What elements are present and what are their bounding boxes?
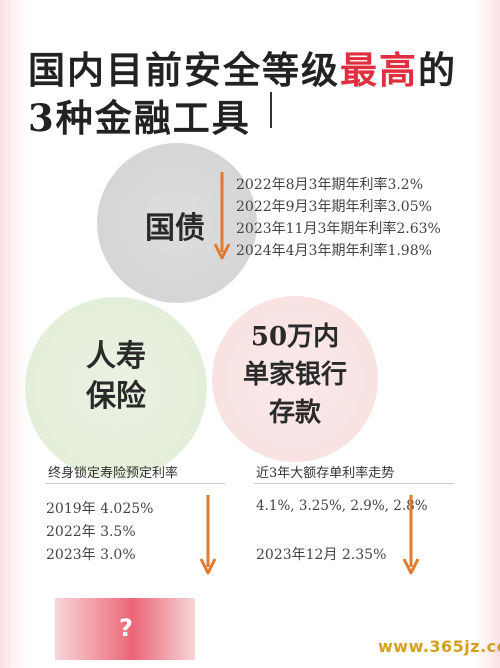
insurance-rate-3: 2023年 3.0% bbox=[46, 547, 136, 563]
insurance-rate-heading: 终身锁定寿险预定利率 bbox=[48, 466, 179, 481]
page-title-line-1: 国内目前安全等级最高的 bbox=[28, 40, 457, 94]
insurance-label-line-1: 人寿 bbox=[86, 339, 146, 374]
site-watermark: www.365jz.com bbox=[378, 637, 500, 656]
bond-rate-3: 2023年11月3年期年利率2.63% bbox=[236, 221, 441, 237]
title-suffix: 的 bbox=[418, 48, 457, 92]
deposit-label-line-2: 单家银行 bbox=[242, 360, 347, 390]
insurance-circle bbox=[25, 297, 207, 479]
insurance-rate-1: 2019年 4.025% bbox=[46, 501, 154, 517]
bond-rate-2: 2022年9月3年期年利率3.05% bbox=[236, 199, 432, 215]
question-mark: ? bbox=[119, 614, 133, 642]
deposit-circle bbox=[212, 296, 378, 462]
down-arrow-icon bbox=[402, 495, 420, 575]
insurance-divider bbox=[45, 483, 225, 484]
deposit-label-line-1: 50万内 bbox=[250, 322, 340, 352]
page-title-line-2: 3种金融工具 bbox=[28, 96, 251, 140]
title-prefix: 国内目前安全等级 bbox=[28, 48, 340, 92]
deposit-divider bbox=[254, 483, 454, 484]
insurance-label: 人寿 保险 bbox=[66, 337, 166, 417]
deposit-latest-rate: 2023年12月 2.35% bbox=[256, 547, 387, 563]
insurance-rate-2: 2022年 3.5% bbox=[46, 524, 136, 540]
bond-rate-1: 2022年8月3年期年利率3.2% bbox=[236, 177, 424, 193]
down-arrow-icon bbox=[213, 172, 231, 260]
deposit-rate-heading: 近3年大额存单利率走势 bbox=[256, 466, 395, 481]
bonds-label: 国债 bbox=[145, 211, 205, 246]
deposit-rates-line: 4.1%, 3.25%, 2.9%, 2.8% bbox=[256, 498, 428, 514]
text-cursor bbox=[270, 92, 272, 128]
down-arrow-icon bbox=[199, 495, 217, 575]
deposit-label: 50万内 单家银行 存款 bbox=[220, 318, 370, 432]
deposit-label-line-3: 存款 bbox=[268, 398, 321, 428]
bonds-circle bbox=[97, 143, 257, 303]
question-box bbox=[55, 598, 195, 660]
bond-rate-4: 2024年4月3年期年利率1.98% bbox=[236, 243, 432, 259]
insurance-label-line-2: 保险 bbox=[86, 379, 146, 414]
title-highlight: 最高 bbox=[340, 48, 418, 92]
